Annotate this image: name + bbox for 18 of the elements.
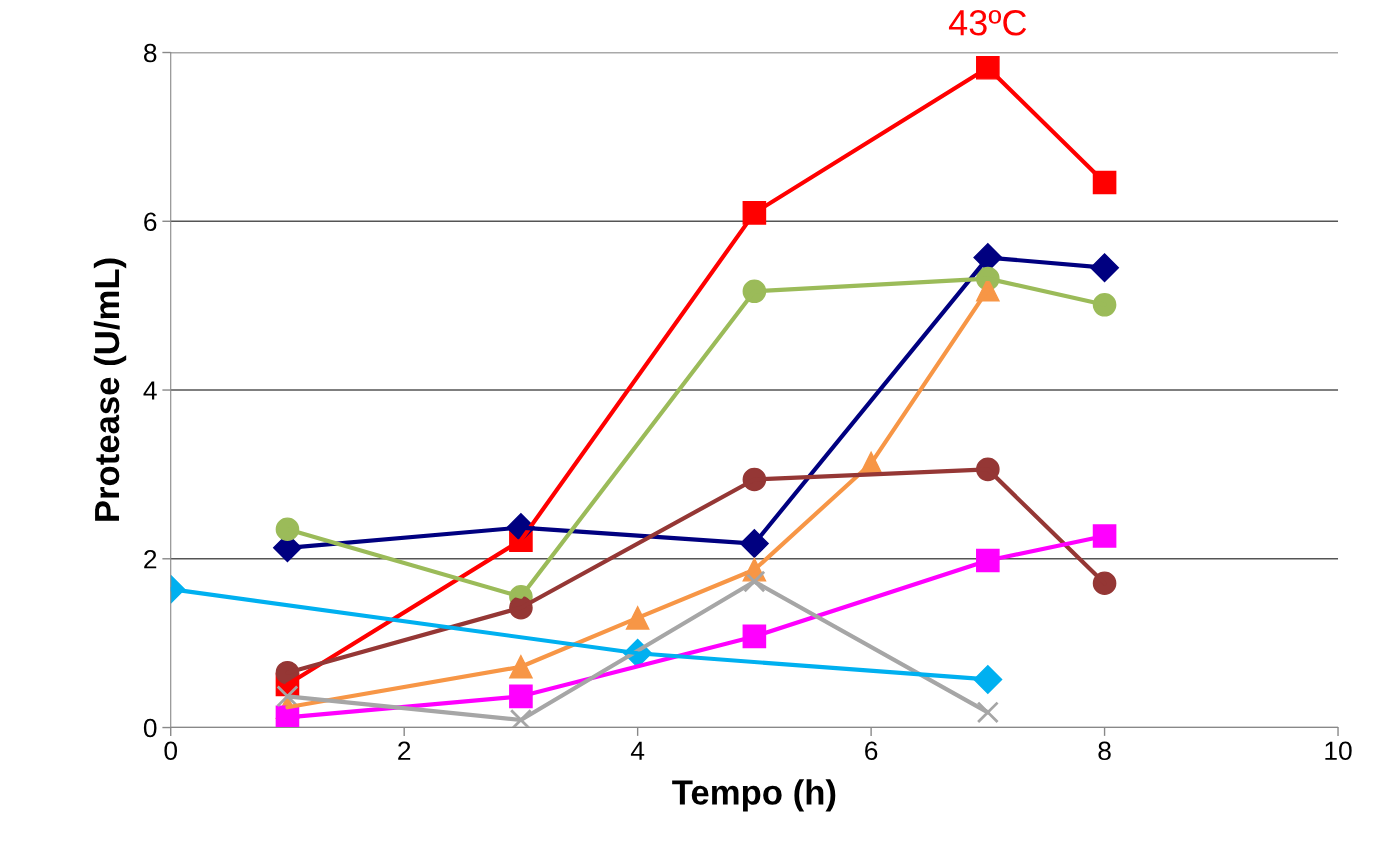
x-tick-label: 4 xyxy=(630,741,645,760)
point xyxy=(976,701,999,724)
y-tick-label: 2 xyxy=(144,549,157,569)
x-tick-label: 0 xyxy=(164,741,178,761)
x-tick-label: 2 xyxy=(398,741,411,760)
y-tick-label: 4 xyxy=(143,381,157,400)
x-tick-label: 10 xyxy=(1325,741,1352,761)
x-axis-title: Tempo (h) xyxy=(672,779,836,812)
y-tick-label: 8 xyxy=(144,43,157,63)
point xyxy=(973,665,1003,694)
y-tick-label: 0 xyxy=(143,718,157,738)
x-tick-label: 8 xyxy=(1098,741,1111,761)
x-tick-label: 6 xyxy=(865,741,878,761)
point xyxy=(276,685,299,708)
annotation: 43ºC xyxy=(948,9,1027,36)
y-tick-label: 6 xyxy=(144,212,157,232)
y-axis-title: Protease (U/mL) xyxy=(93,258,127,521)
point xyxy=(509,708,533,728)
